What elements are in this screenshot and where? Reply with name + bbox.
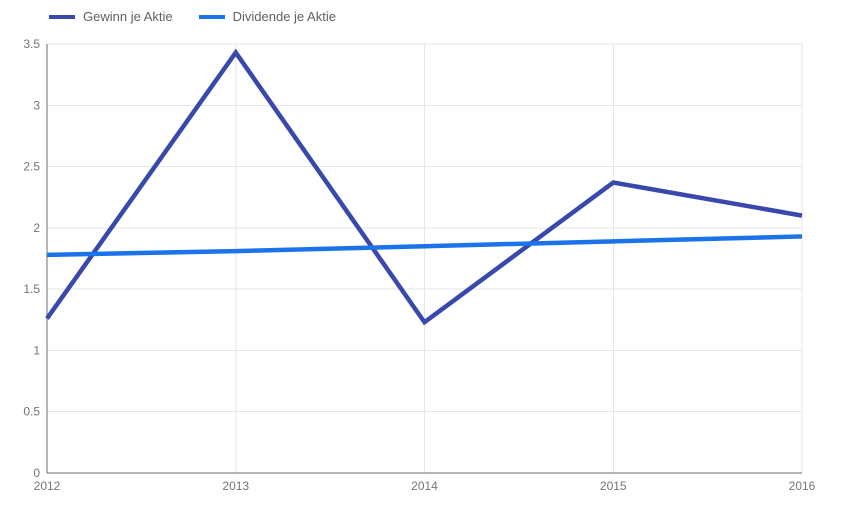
svg-text:2016: 2016: [789, 479, 816, 493]
svg-text:1: 1: [33, 343, 40, 357]
svg-text:3: 3: [33, 98, 40, 112]
svg-text:2014: 2014: [411, 479, 438, 493]
svg-text:0.5: 0.5: [23, 405, 40, 419]
legend-label-dividende: Dividende je Aktie: [232, 9, 336, 24]
svg-text:0: 0: [33, 466, 40, 480]
svg-text:2012: 2012: [34, 479, 61, 493]
svg-text:2: 2: [33, 221, 40, 235]
legend-swatch-gewinn: [49, 14, 75, 19]
legend-item-gewinn-je-aktie: Gewinn je Aktie: [49, 8, 173, 25]
svg-text:3.5: 3.5: [23, 37, 40, 51]
svg-text:2013: 2013: [222, 479, 249, 493]
chart-legend: Gewinn je Aktie Dividende je Aktie: [49, 8, 336, 25]
svg-text:1.5: 1.5: [23, 282, 40, 296]
legend-item-dividende-je-aktie: Dividende je Aktie: [198, 8, 336, 25]
legend-label-gewinn: Gewinn je Aktie: [83, 9, 173, 24]
svg-text:2015: 2015: [600, 479, 627, 493]
svg-text:2.5: 2.5: [23, 160, 40, 174]
legend-swatch-dividende: [198, 14, 225, 19]
